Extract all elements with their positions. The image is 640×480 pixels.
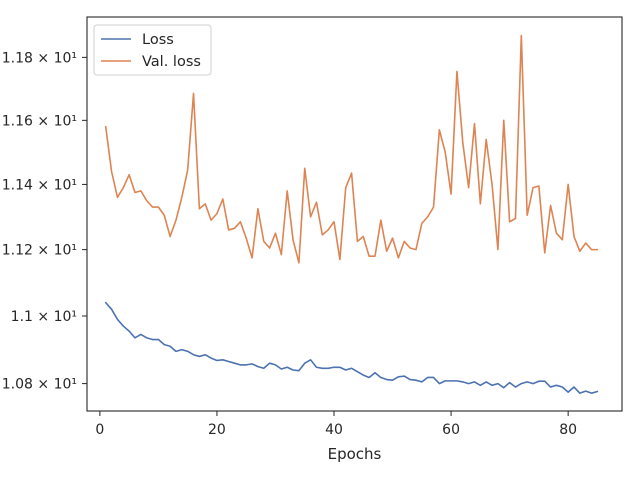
series-layer bbox=[104, 34, 599, 394]
x-tick-label: 40 bbox=[325, 422, 343, 438]
y-tick-label: 1.14 × 10¹ bbox=[2, 177, 77, 193]
y-ticks: 1.08 × 10¹ 1.1 × 10¹ 1.12 × 10¹ 1.14 × 10¹ 1… bbox=[2, 50, 87, 393]
legend-label-loss: Loss bbox=[142, 32, 174, 48]
x-tick-label: 80 bbox=[559, 422, 577, 438]
x-axis-label: Epochs bbox=[328, 445, 382, 463]
x-tick-label: 20 bbox=[208, 422, 226, 438]
series-line-loss bbox=[104, 301, 599, 394]
plot-frame bbox=[86, 16, 623, 412]
legend: Loss Val. loss bbox=[93, 24, 212, 76]
x-tick-label: 60 bbox=[442, 422, 460, 438]
x-tick-label: 0 bbox=[95, 422, 104, 438]
series-line-val-loss bbox=[104, 34, 599, 264]
y-tick-label: 1.18 × 10¹ bbox=[2, 50, 77, 66]
legend-box bbox=[93, 24, 212, 76]
x-ticks: 0 20 40 60 80 bbox=[95, 411, 577, 438]
legend-label-val-loss: Val. loss bbox=[142, 54, 201, 70]
y-tick-label: 1.12 × 10¹ bbox=[2, 243, 77, 259]
y-tick-label: 1.16 × 10¹ bbox=[2, 113, 77, 129]
y-tick-label: 1.1 × 10¹ bbox=[11, 309, 77, 325]
y-tick-label: 1.08 × 10¹ bbox=[2, 377, 77, 393]
